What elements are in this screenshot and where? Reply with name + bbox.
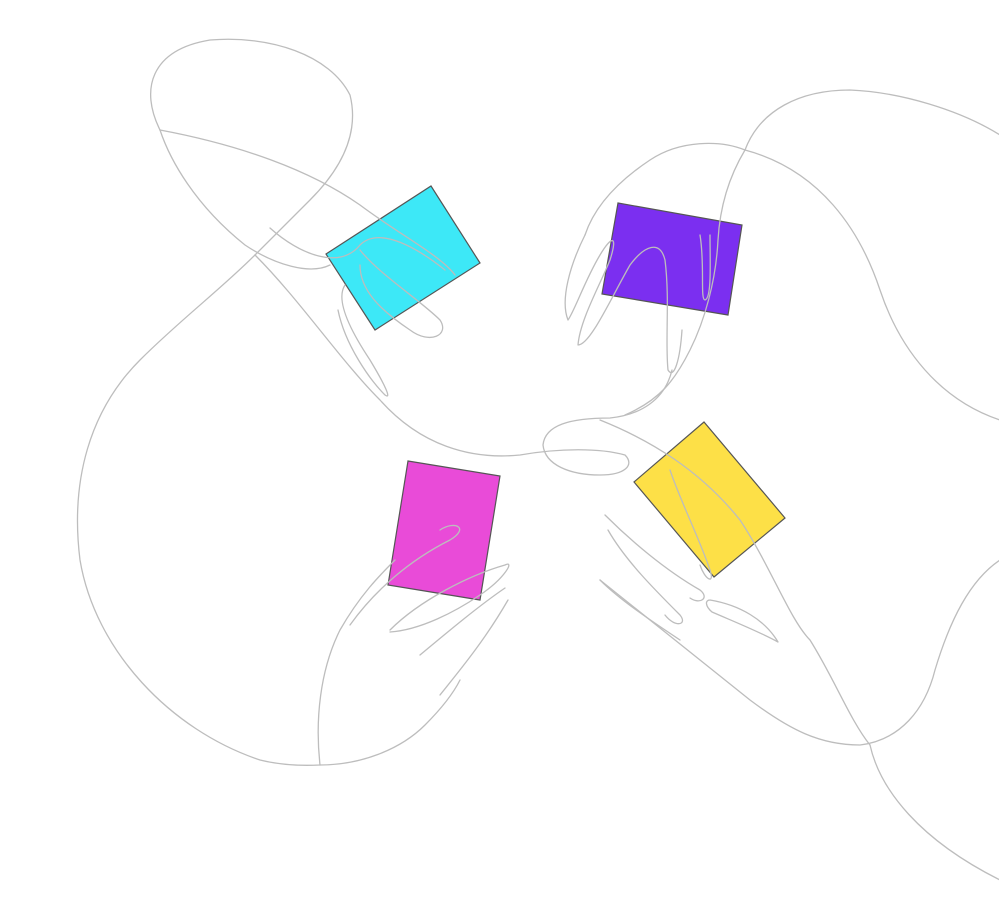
yellow-card xyxy=(633,421,786,578)
bottom-right-fingers-outline xyxy=(599,469,712,641)
center-sash-outline xyxy=(254,254,673,476)
top-right-arm-outline xyxy=(744,149,999,421)
bottom-right-thumb-outline xyxy=(705,599,779,643)
top-left-arm-outline xyxy=(159,129,331,270)
magenta-card xyxy=(387,460,501,601)
bottom-left-arm-outline xyxy=(317,559,396,766)
top-right-fingers-outline xyxy=(564,234,711,374)
top-right-wrist-outline xyxy=(584,142,746,236)
bottom-right-shoulder-outline xyxy=(869,744,999,881)
top-right-upper-arm-outline xyxy=(624,149,746,416)
purple-card xyxy=(601,202,743,316)
top-left-fingers-outline xyxy=(269,227,446,339)
bottom-right-body-outline xyxy=(599,559,999,746)
top-left-shoulder-outline xyxy=(159,129,456,276)
top-left-head-outline xyxy=(149,38,354,256)
bottom-right-arm-outline xyxy=(599,419,871,746)
cyan-card xyxy=(325,185,481,331)
cards-layer xyxy=(325,185,786,601)
bottom-left-fingers-outline xyxy=(349,524,510,696)
top-right-head-outline xyxy=(744,89,999,151)
outlines-layer xyxy=(76,38,999,881)
top-left-thumb-outline xyxy=(337,284,389,397)
left-body-outline xyxy=(76,254,321,766)
bottom-left-thumb-outline xyxy=(319,679,461,766)
